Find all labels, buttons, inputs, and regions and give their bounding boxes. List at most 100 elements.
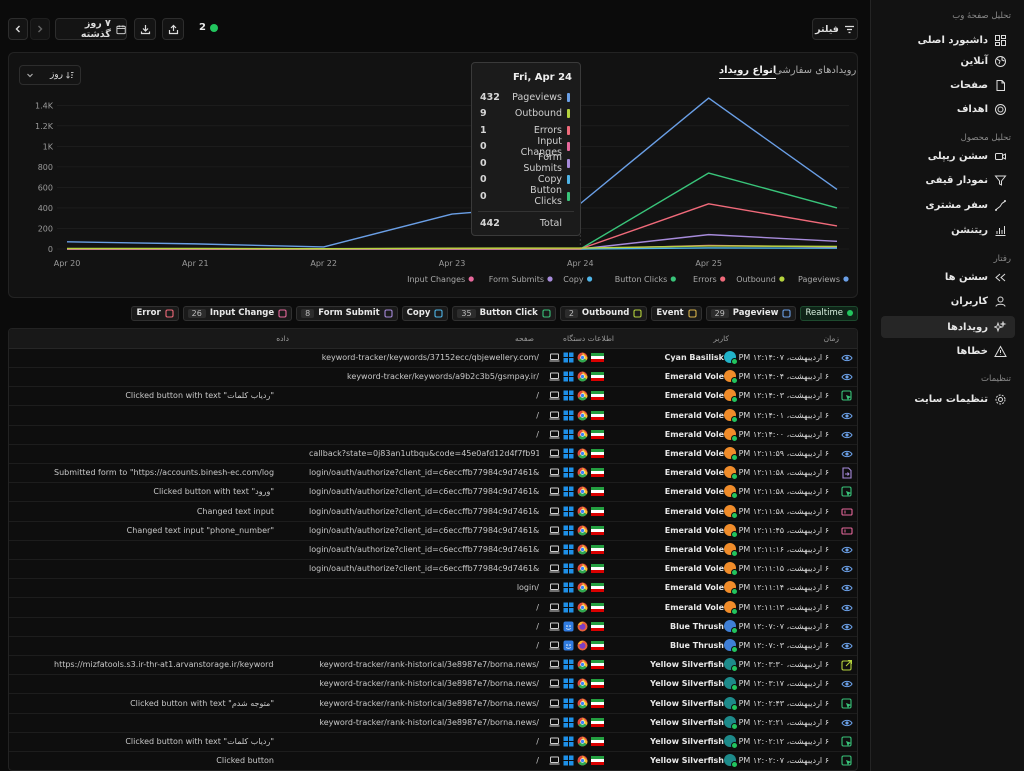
- user-name[interactable]: Yellow Silverfish: [650, 679, 724, 689]
- table-row[interactable]: ۶ اردیبهشت، ۱۲:۱۱:۱۵ PM Emerald Vole log…: [9, 559, 857, 580]
- share-button[interactable]: [162, 18, 184, 40]
- user-name[interactable]: Emerald Vole: [664, 564, 724, 574]
- table-row[interactable]: ۶ اردیبهشت، ۱۲:۱۱:۴۵ PM Emerald Vole log…: [9, 521, 857, 541]
- legend-label[interactable]: Errors: [693, 275, 717, 284]
- sidebar-item-online[interactable]: آنلاین: [881, 50, 1015, 72]
- user-name[interactable]: Emerald Vole: [664, 468, 724, 478]
- filter-chip-copy[interactable]: Copy: [401, 305, 449, 321]
- legend-label[interactable]: Pageviews: [798, 275, 840, 284]
- tab-custom-events[interactable]: رویدادهای سفارشی: [774, 65, 857, 76]
- user-name[interactable]: Emerald Vole: [664, 602, 724, 612]
- sidebar-item-video[interactable]: سشن ریپلی: [881, 145, 1015, 167]
- next-period-button[interactable]: [30, 18, 50, 40]
- chart-tooltip: Fri, Apr 24 432 Pageviews 9 Outbound 1 E…: [471, 62, 581, 236]
- filter-chip-form-submit[interactable]: 8 Form Submit: [296, 305, 398, 321]
- table-row[interactable]: ۶ اردیبهشت، ۱۲:۰۷:۰۳ PM Blue Thrush /: [9, 636, 857, 656]
- iran-flag-icon: [591, 737, 604, 746]
- user-name[interactable]: Emerald Vole: [664, 506, 724, 516]
- user-name[interactable]: Emerald Vole: [664, 449, 724, 458]
- tooltip-value: 1: [480, 124, 487, 136]
- user-name[interactable]: Emerald Vole: [664, 545, 724, 554]
- user-avatar: [724, 389, 738, 404]
- legend-label[interactable]: Form Submits: [489, 275, 544, 284]
- sidebar-item-label: سشن ها: [944, 271, 988, 283]
- table-row[interactable]: ۶ اردیبهشت، ۱۲:۰۲:۱۲ PM Yellow Silverfis…: [9, 732, 857, 752]
- realtime-toggle[interactable]: Realtime: [800, 305, 858, 321]
- table-row[interactable]: ۶ اردیبهشت، ۱۲:۰۲:۲۱ PM Yellow Silverfis…: [9, 713, 857, 733]
- user-name[interactable]: Emerald Vole: [664, 429, 724, 439]
- filter-chip-error[interactable]: Error: [131, 305, 179, 321]
- table-row[interactable]: ۶ اردیبهشت، ۱۲:۱۱:۱۳ PM Emerald Vole /: [9, 598, 857, 618]
- windows-icon: [563, 371, 574, 382]
- filter-chip-input-change[interactable]: 26 Input Change: [182, 305, 293, 321]
- user-avatar: [724, 658, 738, 673]
- user-name[interactable]: Blue Thrush: [670, 641, 724, 650]
- table-row[interactable]: ۶ اردیبهشت، ۱۲:۱۱:۵۸ PM Emerald Vole log…: [9, 482, 857, 503]
- table-row[interactable]: ۶ اردیبهشت، ۱۲:۰۳:۱۷ PM Yellow Silverfis…: [9, 674, 857, 695]
- user-avatar: [724, 562, 738, 577]
- table-row[interactable]: ۶ اردیبهشت، ۱۲:۰۷:۰۷ PM Blue Thrush /: [9, 617, 857, 637]
- table-row[interactable]: ۶ اردیبهشت، ۱۲:۱۱:۱۴ PM Emerald Vole log…: [9, 578, 857, 599]
- sidebar-item-settings[interactable]: تنظیمات سایت: [881, 388, 1015, 410]
- sidebar-item-dashboard[interactable]: داشبورد اصلی: [881, 29, 1015, 51]
- table-row[interactable]: ۶ اردیبهشت، ۱۲:۱۴:۰۱ PM Emerald Vole /: [9, 406, 857, 426]
- table-row[interactable]: ۶ اردیبهشت، ۱۲:۰۲:۰۷ PM Yellow Silverfis…: [9, 751, 857, 770]
- user-name[interactable]: Cyan Basilisk: [664, 353, 724, 362]
- user-name[interactable]: Blue Thrush: [670, 621, 724, 631]
- period-selector[interactable]: ۷ روز گذشته: [55, 18, 127, 40]
- user-name[interactable]: Yellow Silverfish: [650, 737, 724, 746]
- download-button[interactable]: [134, 18, 156, 40]
- filter-chip-button-click[interactable]: 35 Button Click: [452, 305, 556, 321]
- table-row[interactable]: ۶ اردیبهشت، ۱۲:۱۱:۵۸ PM Emerald Vole log…: [9, 463, 857, 484]
- sidebar-item-sessions[interactable]: سشن ها: [881, 266, 1015, 288]
- user-name[interactable]: Emerald Vole: [664, 410, 724, 420]
- table-row[interactable]: ۶ اردیبهشت، ۱۲:۰۲:۴۳ PM Yellow Silverfis…: [9, 694, 857, 714]
- filter-chip-outbound[interactable]: 2 Outbound: [559, 305, 648, 321]
- windows-icon: [563, 429, 574, 440]
- online-icon: [995, 55, 1006, 67]
- tooltip-value: 0: [480, 190, 487, 202]
- table-row[interactable]: ۶ اردیبهشت، ۱۲:۰۳:۳۰ PM Yellow Silverfis…: [9, 655, 857, 676]
- user-name[interactable]: Yellow Silverfish: [650, 660, 724, 670]
- sidebar-item-retention[interactable]: ریتنشن: [881, 219, 1015, 241]
- iran-flag-icon: [591, 602, 604, 612]
- event-time: ۶ اردیبهشت، ۱۲:۰۳:۳۰ PM: [738, 660, 829, 670]
- chrome-icon: [577, 736, 588, 747]
- sidebar-item-pages[interactable]: صفحات: [881, 74, 1015, 96]
- sidebar-item-journey[interactable]: سفر مشتری: [881, 194, 1015, 216]
- user-name[interactable]: Emerald Vole: [664, 583, 724, 593]
- tab-event-types[interactable]: انواع رویداد: [719, 65, 777, 79]
- filter-button[interactable]: فیلتر: [812, 18, 858, 40]
- sidebar-item-events[interactable]: رویدادها: [881, 316, 1015, 338]
- download-icon: [140, 24, 150, 34]
- table-row[interactable]: ۶ اردیبهشت، ۱۲:۱۴:۰۴ PM Emerald Vole key…: [9, 367, 857, 388]
- legend-label[interactable]: Button Clicks: [615, 275, 668, 284]
- interval-select[interactable]: روز: [19, 65, 81, 85]
- filter-chip-pageview[interactable]: 29 Pageview: [705, 305, 797, 321]
- table-row[interactable]: ۶ اردیبهشت، ۱۲:۱۴:۰۰ PM Emerald Vole /: [9, 425, 857, 445]
- table-row[interactable]: ۶ اردیبهشت، ۱۲:۱۱:۵۹ PM Emerald Vole cal…: [9, 444, 857, 464]
- sidebar-item-warning[interactable]: خطاها: [881, 340, 1015, 362]
- table-row[interactable]: ۶ اردیبهشت، ۱۲:۱۴:۰۷ PM Cyan Basilisk ke…: [9, 348, 857, 368]
- table-row[interactable]: ۶ اردیبهشت، ۱۲:۱۴:۰۳ PM Emerald Vole / C…: [9, 386, 857, 407]
- table-row[interactable]: ۶ اردیبهشت، ۱۲:۱۱:۱۶ PM Emerald Vole log…: [9, 540, 857, 560]
- prev-period-button[interactable]: [8, 18, 28, 40]
- legend-label[interactable]: Outbound: [736, 275, 776, 284]
- user-name[interactable]: Emerald Vole: [664, 487, 724, 497]
- user-name[interactable]: Emerald Vole: [664, 372, 724, 382]
- legend-label[interactable]: Copy: [563, 275, 584, 284]
- online-status-dot: [731, 761, 738, 769]
- user-name[interactable]: Yellow Silverfish: [650, 717, 724, 727]
- filter-chip-event[interactable]: Event: [651, 305, 702, 321]
- sidebar-item-funnel[interactable]: نمودار قیفی: [881, 169, 1015, 191]
- user-name[interactable]: Emerald Vole: [664, 525, 724, 535]
- user-name[interactable]: Yellow Silverfish: [650, 756, 724, 766]
- legend-label[interactable]: Input Changes: [407, 275, 465, 284]
- sidebar-item-users[interactable]: کاربران: [881, 290, 1015, 312]
- sidebar-item-target[interactable]: اهداف: [881, 98, 1015, 120]
- user-name[interactable]: Emerald Vole: [664, 391, 724, 401]
- event-time: ۶ اردیبهشت، ۱۲:۱۱:۱۶ PM: [738, 545, 829, 554]
- user-name[interactable]: Yellow Silverfish: [650, 698, 724, 708]
- tooltip-total-label: Total: [539, 217, 562, 229]
- table-row[interactable]: ۶ اردیبهشت، ۱۲:۱۱:۵۸ PM Emerald Vole log…: [9, 502, 857, 522]
